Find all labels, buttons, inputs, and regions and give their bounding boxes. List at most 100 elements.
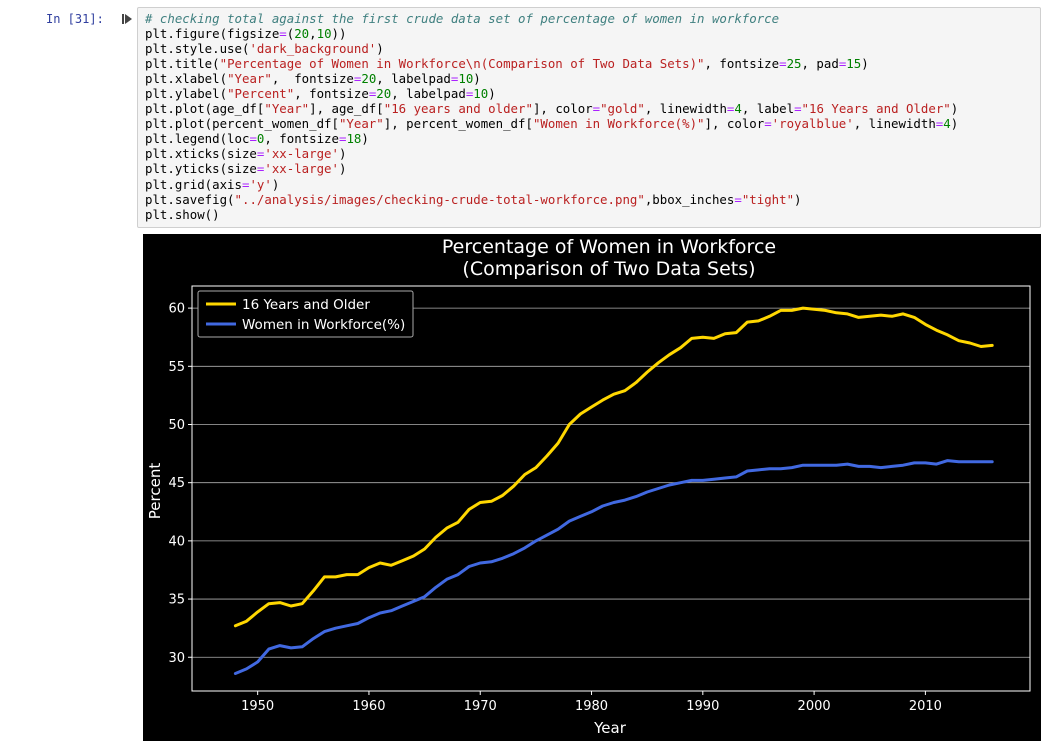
code-token: =	[838, 56, 847, 72]
code-token: 'xx-large'	[264, 161, 339, 177]
code-token: 10	[316, 26, 332, 42]
code-line: plt.legend(loc=0, fontsize=18)	[145, 131, 958, 146]
y-tick-label: 55	[168, 360, 185, 375]
code-token: =	[764, 116, 772, 132]
line-chart: Percentage of Women in Workforce (Compar…	[143, 234, 1041, 741]
code-token: (	[286, 26, 295, 42]
code-token: )	[794, 191, 802, 207]
code-token: )	[361, 131, 369, 147]
code-token: 'dark_background'	[249, 41, 377, 57]
code-token: "Year"	[338, 116, 384, 132]
code-token: ], percent_women_df[	[383, 116, 533, 132]
code-token: "Year"	[227, 71, 272, 87]
code-token: plt.legend(loc	[145, 131, 250, 147]
code-token: =	[249, 131, 257, 147]
code-token: =	[450, 71, 459, 87]
code-token: plt.yticks(size	[145, 161, 257, 177]
code-token: "16 years and older"	[383, 101, 533, 117]
x-axis-label: Year	[593, 719, 627, 737]
code-token: 'xx-large'	[264, 146, 339, 162]
code-token: , pad	[801, 56, 839, 72]
code-token: )	[338, 146, 347, 162]
code-token: plt.figure(figsize	[145, 26, 280, 42]
code-line: # checking total against the first crude…	[145, 11, 958, 26]
y-tick-label: 35	[168, 593, 185, 608]
code-token: , linewidth	[853, 116, 936, 132]
code-line: plt.xlabel("Year", fontsize=20, labelpad…	[145, 71, 958, 86]
code-token: "gold"	[600, 101, 645, 117]
code-token: =	[241, 176, 250, 192]
code-token: # checking total against the first crude…	[145, 11, 780, 26]
code-line: plt.figure(figsize=(20,10))	[145, 26, 958, 41]
chart-title-line-2: (Comparison of Two Data Sets)	[462, 258, 755, 280]
code-token: ,bbox_inches	[644, 191, 735, 207]
code-line: plt.grid(axis='y')	[145, 177, 958, 192]
code-token: ,	[309, 26, 317, 42]
series-line-16-years-and-older	[233, 306, 994, 628]
x-tick-label: 1950	[241, 699, 274, 714]
code-token: 25	[786, 56, 802, 72]
x-tick-label: 1980	[575, 699, 608, 714]
code-token: 15	[846, 56, 862, 72]
code-token: 20	[361, 71, 377, 87]
code-token: )	[271, 176, 280, 192]
code-token: 20	[294, 26, 310, 42]
code-token: =	[353, 71, 362, 87]
code-line: plt.xticks(size='xx-large')	[145, 146, 958, 161]
code-token: 10	[458, 71, 474, 87]
code-token: 20	[376, 86, 392, 102]
code-token: "Year"	[264, 101, 310, 117]
code-token: , labelpad	[391, 86, 466, 102]
code-token: =	[465, 86, 474, 102]
code-token: ], age_df[	[309, 101, 384, 117]
code-token: plt.ylabel(	[145, 86, 228, 102]
code-token: "Women in Workforce(%)"	[532, 116, 705, 132]
chart-title-line-1: Percentage of Women in Workforce	[442, 236, 776, 258]
code-token: , label	[741, 101, 795, 117]
code-token: ))	[331, 26, 347, 42]
code-token: "16 Years and Older"	[801, 101, 951, 117]
code-token: , labelpad	[376, 71, 451, 87]
y-tick-label: 30	[168, 651, 185, 666]
code-token: plt.xlabel(	[145, 71, 228, 87]
code-token: =	[779, 56, 787, 72]
code-token: 4	[943, 116, 951, 132]
code-token: )	[861, 56, 869, 72]
legend-label-women-workforce: Women in Workforce(%)	[242, 317, 405, 333]
code-token: plt.plot(percent_women_df[	[145, 116, 339, 132]
code-token: , fontsize	[704, 56, 780, 72]
code-editor[interactable]: # checking total against the first crude…	[145, 11, 958, 222]
plot-frame	[191, 285, 1031, 692]
code-token: 10	[473, 86, 489, 102]
code-token: =	[368, 86, 377, 102]
run-cell-icon[interactable]	[121, 13, 133, 25]
code-token: "Percent"	[227, 86, 295, 102]
y-tick-label: 45	[168, 476, 185, 491]
code-token: plt.show()	[145, 206, 220, 222]
code-cell-input[interactable]: # checking total against the first crude…	[137, 7, 1041, 228]
code-token: )	[376, 41, 384, 57]
legend-label-16-years: 16 Years and Older	[242, 297, 370, 313]
code-token: =	[279, 26, 287, 42]
code-token: =	[256, 161, 265, 177]
code-line: plt.yticks(size='xx-large')	[145, 161, 958, 176]
y-tick-label: 40	[168, 534, 185, 549]
code-token: )	[338, 161, 347, 177]
code-token: 'royalblue'	[771, 116, 854, 132]
cell-prompt: In [31]:	[46, 12, 104, 26]
x-tick-label: 1970	[464, 699, 497, 714]
code-line: plt.plot(age_df["Year"], age_df["16 year…	[145, 101, 958, 116]
code-token: plt.style.use(	[145, 41, 250, 57]
code-token: , fontsize	[271, 71, 354, 87]
code-line: plt.style.use('dark_background')	[145, 41, 958, 56]
code-line: plt.show()	[145, 207, 958, 222]
code-token: =	[726, 101, 735, 117]
code-token: ], color	[704, 116, 765, 132]
code-token: )	[950, 116, 959, 132]
code-token: =	[338, 131, 347, 147]
code-token: =	[794, 101, 802, 117]
y-tick-label: 60	[168, 302, 185, 317]
code-token: =	[935, 116, 944, 132]
code-token: =	[256, 146, 265, 162]
code-token: plt.title(	[145, 56, 220, 72]
